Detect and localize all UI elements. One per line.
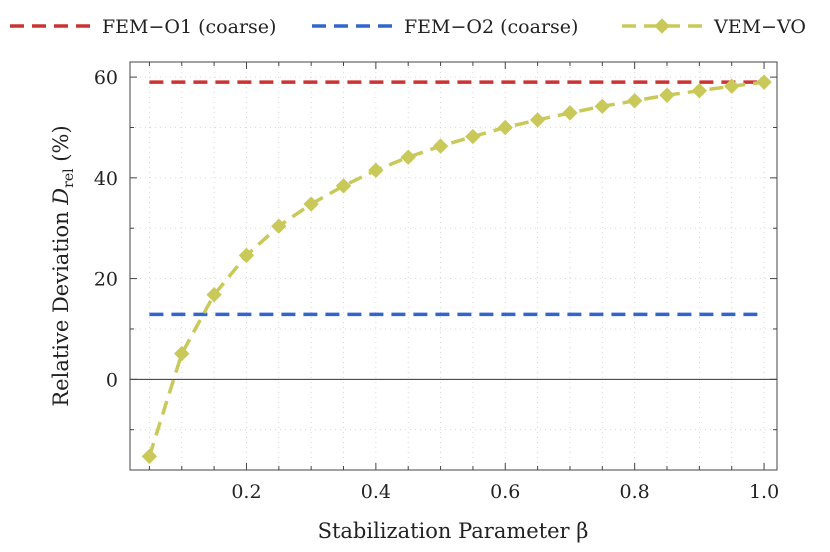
y-tick-label: 20 <box>94 269 118 291</box>
legend: FEM−O1 (coarse) FEM−O2 (coarse) VEM−VO <box>10 16 806 38</box>
y-tick-label: 40 <box>94 168 118 190</box>
data-point <box>659 87 675 103</box>
data-point <box>691 83 708 99</box>
data-point <box>756 74 772 90</box>
data-point <box>465 128 481 145</box>
data-point <box>432 138 449 154</box>
data-point <box>529 112 546 128</box>
legend-label-1: FEM−O2 (coarse) <box>404 16 578 38</box>
data-point <box>626 93 643 109</box>
plot-frame <box>129 61 778 471</box>
data-point <box>141 448 158 465</box>
x-tick-label: 0.4 <box>361 481 391 503</box>
x-tick-label: 0.8 <box>620 481 650 503</box>
series-line-2 <box>147 80 765 457</box>
x-tick-label: 1.0 <box>749 481 779 503</box>
axes: 0.2 0.4 0.6 0.8 1.0 0 20 40 60 <box>94 62 779 503</box>
y-axis-title-subscript: rel <box>61 168 77 188</box>
data-point <box>303 196 319 212</box>
y-axis-title: Relative Deviation Drel (%) <box>49 125 77 406</box>
data-point <box>594 98 611 115</box>
data-point <box>174 345 190 362</box>
y-axis-title-main: Relative Deviation <box>49 205 73 407</box>
y-tick-label: 60 <box>94 67 118 89</box>
data-point <box>724 78 740 94</box>
y-tick-label: 0 <box>106 369 118 391</box>
y-axis-title-unit: (%) <box>49 125 73 168</box>
data-point <box>562 105 578 121</box>
legend-marker <box>654 18 670 34</box>
series <box>141 74 772 465</box>
data-point <box>400 149 416 165</box>
x-tick-label: 0.2 <box>231 481 261 503</box>
data-point <box>271 218 287 234</box>
x-tick-label: 0.6 <box>490 481 520 503</box>
data-point <box>206 287 222 303</box>
x-axis-title: Stabilization Parameter β <box>318 519 589 543</box>
data-point <box>497 119 513 136</box>
legend-label-2: VEM−VO <box>713 16 806 38</box>
y-axis-title-symbol: D <box>49 188 73 206</box>
data-point <box>335 178 352 194</box>
data-point <box>368 162 384 179</box>
legend-label-0: FEM−O1 (coarse) <box>102 16 276 38</box>
data-point <box>238 247 255 264</box>
grid <box>130 62 777 470</box>
